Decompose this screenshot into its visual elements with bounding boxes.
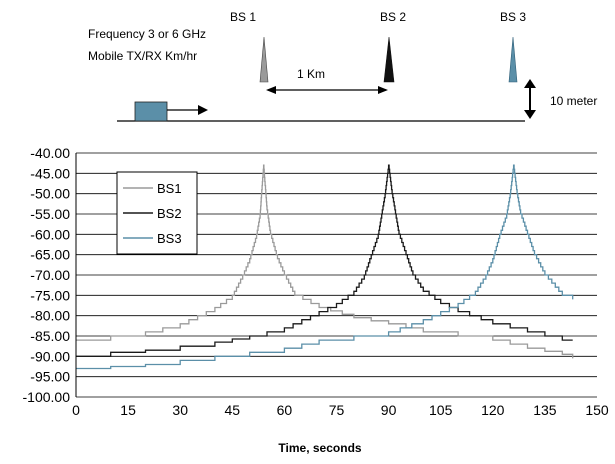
bs1-antenna-icon [259, 36, 269, 83]
y-tick-label: -100.00 [23, 389, 71, 405]
frequency-text: Frequency 3 or 6 GHz [88, 27, 206, 41]
y-tick-label: -75.00 [30, 287, 70, 303]
mobile-direction-arrow-head-icon [198, 105, 208, 115]
height-label: 10 meter [550, 94, 597, 108]
y-tick-label: -45.00 [30, 165, 70, 181]
legend-label: BS2 [157, 206, 182, 221]
x-tick-label: 90 [381, 402, 397, 418]
y-tick-label: -70.00 [30, 267, 70, 283]
height-arrow-down-head-icon [524, 110, 536, 119]
x-tick-label: 105 [429, 402, 453, 418]
distance-label: 1 Km [297, 67, 325, 81]
rss-chart: -40.00 -45.00 -50.00 -55.00 -60.00 -65.00 -70.… [23, 145, 609, 455]
x-tick-label: 60 [277, 402, 293, 418]
chart-series [76, 164, 574, 370]
x-tick-label: 135 [533, 402, 557, 418]
series-line-bs3 [76, 164, 574, 370]
x-tick-label: 0 [72, 402, 80, 418]
legend-label: BS3 [157, 231, 182, 246]
bs2-antenna-icon [383, 36, 395, 83]
y-tick-label: -50.00 [30, 186, 70, 202]
y-tick-label: -80.00 [30, 308, 70, 324]
chart-legend: BS1 BS2 BS3 [116, 171, 198, 255]
x-tick-label: 15 [120, 402, 136, 418]
distance-arrow-right-head-icon [378, 86, 388, 94]
x-axis: 0 15 30 45 60 75 90 105 120 135 150 [72, 402, 609, 418]
bs2-label: BS 2 [380, 10, 406, 24]
bs3-antenna-icon [508, 36, 518, 83]
y-tick-label: -85.00 [30, 328, 70, 344]
y-tick-label: -55.00 [30, 206, 70, 222]
distance-arrow-left-head-icon [266, 86, 276, 94]
deployment-diagram: BS 1 BS 2 BS 3 1 Km 10 meter Frequency 3… [88, 10, 597, 122]
mobile-speed-text: Mobile TX/RX Km/hr [88, 49, 197, 63]
x-tick-label: 120 [481, 402, 505, 418]
bs1-label: BS 1 [230, 10, 256, 24]
x-tick-label: 150 [585, 402, 609, 418]
series-line-bs2 [76, 164, 573, 357]
y-axis: -40.00 -45.00 -50.00 -55.00 -60.00 -65.00 -70.… [23, 145, 77, 405]
bs3-label: BS 3 [500, 10, 526, 24]
mobile-terminal-icon [134, 101, 168, 122]
y-tick-label: -90.00 [30, 348, 70, 364]
x-tick-label: 75 [329, 402, 345, 418]
height-arrow-up-head-icon [524, 79, 536, 88]
x-axis-label: Time, seconds [278, 441, 361, 455]
y-tick-label: -65.00 [30, 247, 70, 263]
y-tick-label: -40.00 [30, 145, 70, 161]
series-line-bs1 [76, 164, 574, 359]
x-tick-label: 30 [172, 402, 188, 418]
x-tick-label: 45 [225, 402, 241, 418]
y-tick-label: -95.00 [30, 369, 70, 385]
legend-label: BS1 [157, 181, 182, 196]
y-tick-label: -60.00 [30, 226, 70, 242]
